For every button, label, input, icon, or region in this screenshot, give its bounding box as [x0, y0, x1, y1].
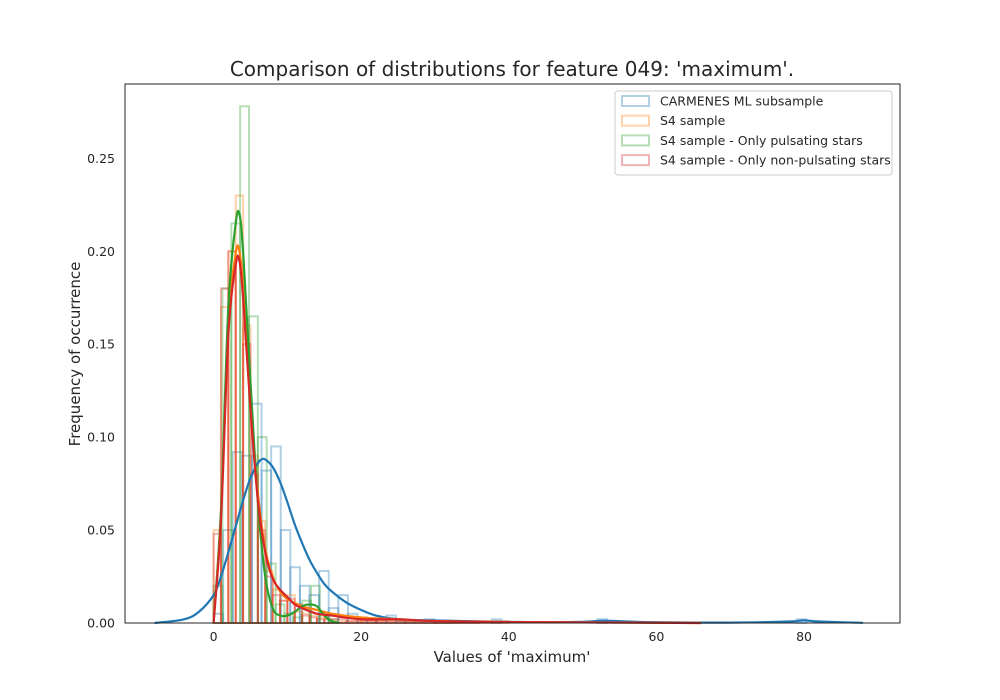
- ticks-layer: 0 20 40 60 80 0.00 0.05 0.10 0.15 0.20 0.25: [87, 151, 812, 644]
- legend: CARMENES ML subsample S4 sample S4 sample …: [614, 90, 893, 176]
- plot-frame: [124, 83, 901, 624]
- legend-label: CARMENES ML subsample: [660, 94, 824, 109]
- legend-swatch: [621, 114, 650, 127]
- legend-label: S4 sample: [660, 113, 726, 128]
- y-tick-label: 0.10: [87, 430, 115, 445]
- legend-swatch: [621, 95, 650, 107]
- y-tick-label: 0.25: [87, 151, 115, 166]
- x-tick-label: 40: [501, 629, 517, 644]
- legend-label: S4 sample - Only pulsating stars: [660, 133, 863, 148]
- y-tick-label: 0.00: [87, 616, 115, 631]
- kde-line: [212, 254, 701, 625]
- x-tick-label: 20: [353, 629, 369, 644]
- x-tick-label: 0: [210, 629, 218, 644]
- x-tick-label: 80: [796, 629, 812, 644]
- kde-line: [154, 457, 864, 625]
- legend-swatch: [621, 134, 650, 147]
- kde-line: [212, 209, 340, 625]
- y-tick-label: 0.20: [87, 244, 115, 259]
- y-axis-label: Frequency of occurrence: [66, 262, 84, 447]
- x-axis-label: Values of 'maximum': [434, 648, 591, 666]
- legend-swatch: [621, 154, 650, 167]
- x-tick-label: 60: [648, 629, 664, 644]
- chart-title: Comparison of distributions for feature …: [230, 57, 794, 81]
- y-tick-label: 0.05: [87, 523, 115, 538]
- legend-box: [614, 90, 893, 176]
- y-tick-label: 0.15: [87, 337, 115, 352]
- legend-label: S4 sample - Only non-pulsating stars: [660, 153, 891, 168]
